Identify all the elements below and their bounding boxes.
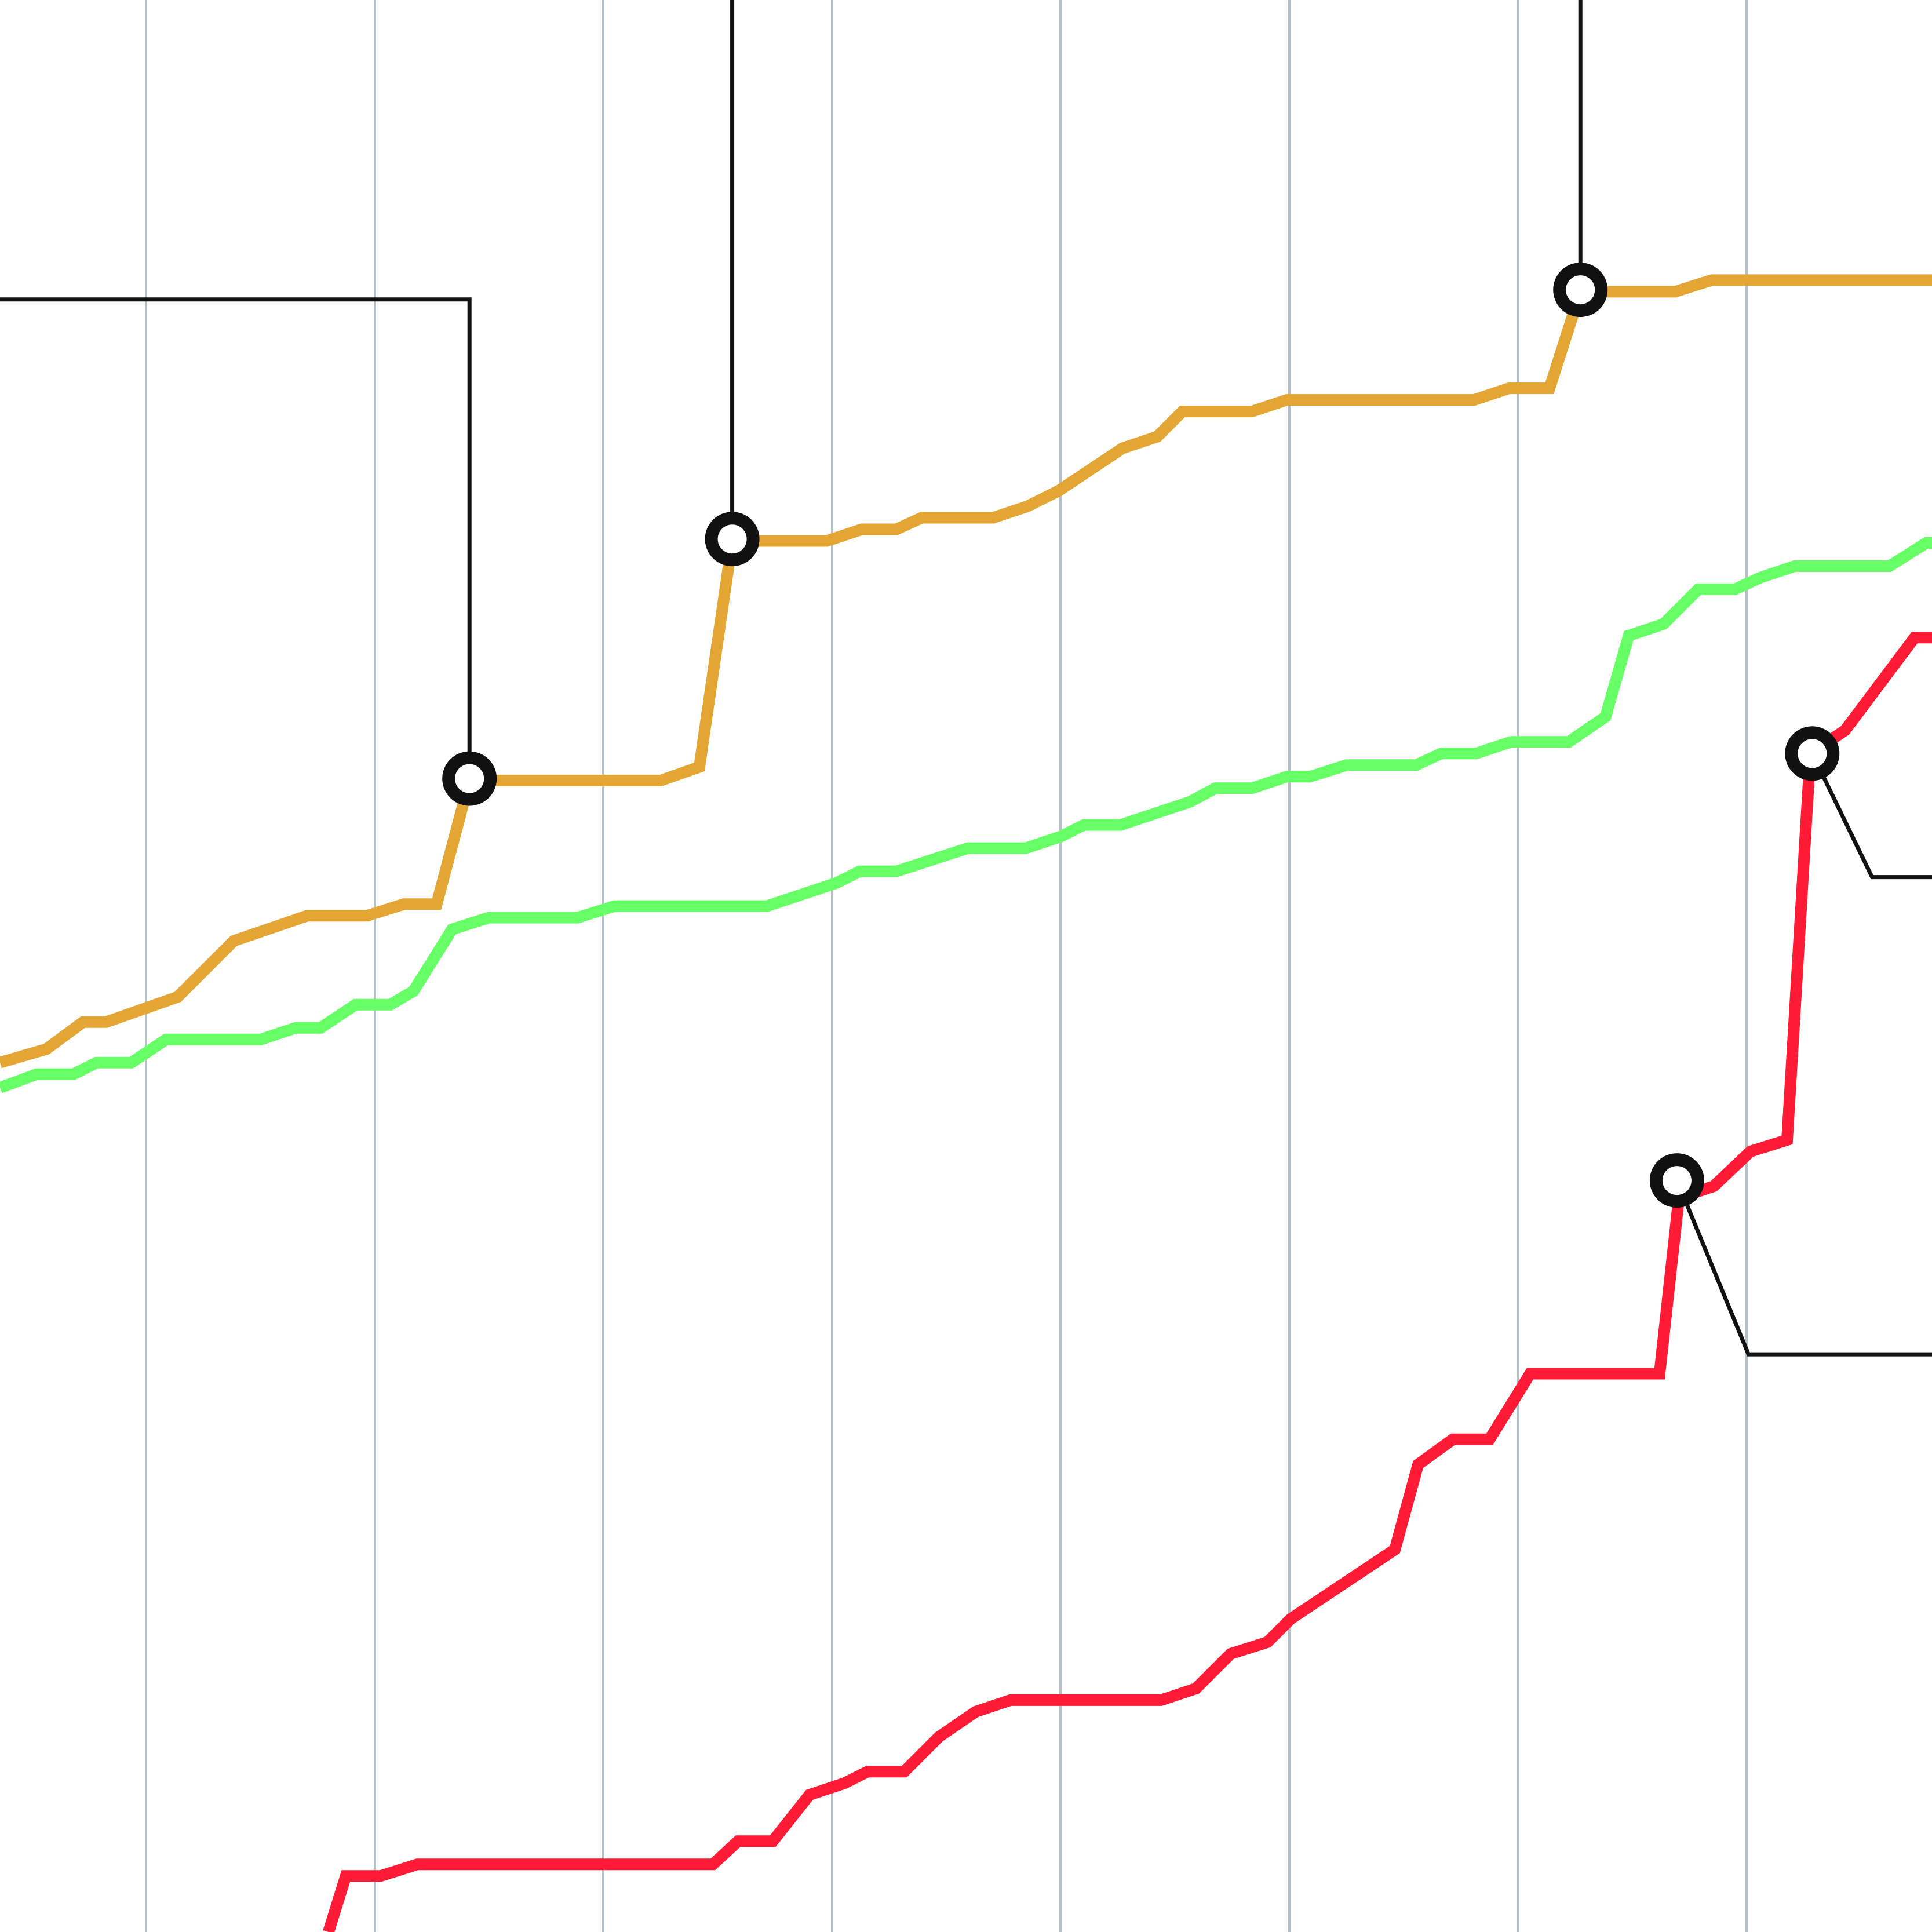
series-lines xyxy=(0,274,1932,1932)
marker-point-orange-1 xyxy=(442,751,497,806)
callout-line-4 xyxy=(1675,1179,1932,1357)
marker-point-orange-3 xyxy=(1553,263,1608,318)
series-line-orange xyxy=(0,274,1932,1069)
callout-line-5 xyxy=(1810,752,1932,880)
markers xyxy=(442,263,1840,1208)
marker-point-red-4 xyxy=(1649,1153,1704,1208)
marker-point-red-5 xyxy=(1785,726,1840,781)
series-line-green xyxy=(0,537,1932,1093)
callout-line-1 xyxy=(0,297,472,779)
marker-point-orange-2 xyxy=(705,512,760,567)
callout-lines xyxy=(0,0,1932,1357)
vertical-gridlines xyxy=(145,0,1748,1932)
series-line-red xyxy=(323,632,1932,1932)
